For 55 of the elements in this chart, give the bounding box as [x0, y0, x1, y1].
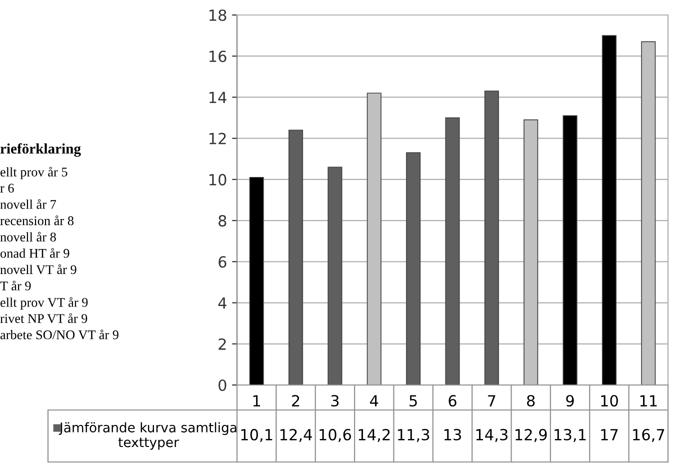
text: ellt prov år 5: [0, 166, 68, 180]
data-label: 14,3: [476, 428, 508, 442]
y-tick-label: 8: [218, 215, 226, 227]
data-label: 12,9: [516, 428, 547, 442]
y-tick-label: 10: [210, 174, 226, 186]
x-tick-label: 10: [601, 394, 618, 407]
text: novell år 8: [0, 232, 56, 242]
x-tick-label: 3: [331, 394, 339, 407]
text: onad HT år 9: [0, 248, 70, 258]
bar: [249, 176, 264, 385]
x-tick-label: 5: [410, 395, 417, 407]
data-label: 17: [601, 429, 618, 440]
bar: [524, 119, 538, 385]
text: recension år 8: [0, 216, 74, 226]
data-label: 11,3: [398, 428, 430, 442]
x-tick-label: 8: [527, 394, 535, 407]
bar: [366, 92, 382, 385]
data-label: 13,1: [554, 428, 586, 442]
y-tick-label: 18: [210, 9, 226, 22]
x-tick-label: 6: [448, 394, 456, 407]
x-tick-label: 7: [488, 395, 496, 406]
bar: [602, 35, 617, 385]
y-tick-label: 4: [218, 297, 226, 309]
text: rivet NP VT år 9: [0, 313, 88, 324]
bar: [562, 115, 578, 385]
x-tick-label: 4: [370, 395, 378, 406]
bar: [445, 117, 460, 385]
x-tick-label: 2: [292, 394, 300, 406]
bar: [484, 90, 499, 385]
x-tick-label: 1: [253, 395, 260, 406]
data-label: 10,6: [320, 428, 351, 442]
text: arbete SO/NO VT år 9: [0, 330, 118, 340]
data-label: 10,1: [241, 428, 272, 442]
y-tick-label: 6: [218, 256, 226, 268]
bar: [328, 166, 342, 385]
data-label: 14,2: [358, 428, 390, 442]
x-tick-label: 11: [640, 395, 657, 406]
text: novell VT år 9: [0, 264, 76, 274]
y-tick-label: 12: [210, 132, 226, 144]
text: r 6: [0, 184, 14, 193]
y-tick-label: 2: [218, 338, 226, 350]
data-label: 12,4: [280, 428, 312, 442]
y-tick-label: 16: [210, 50, 226, 62]
bar: [406, 152, 421, 385]
data-label: 16,7: [633, 428, 664, 442]
text: T år 9: [0, 280, 31, 290]
bar: [641, 41, 656, 385]
text: rieförklaring: [0, 143, 81, 157]
bar: [288, 130, 304, 385]
text: ellt prov VT år 9: [0, 297, 88, 310]
data-label: 13: [444, 428, 461, 440]
y-tick-label: 14: [210, 92, 226, 104]
y-tick-label: 0: [218, 379, 226, 392]
text: novell år 7: [0, 199, 56, 209]
x-tick-label: 9: [566, 394, 574, 407]
